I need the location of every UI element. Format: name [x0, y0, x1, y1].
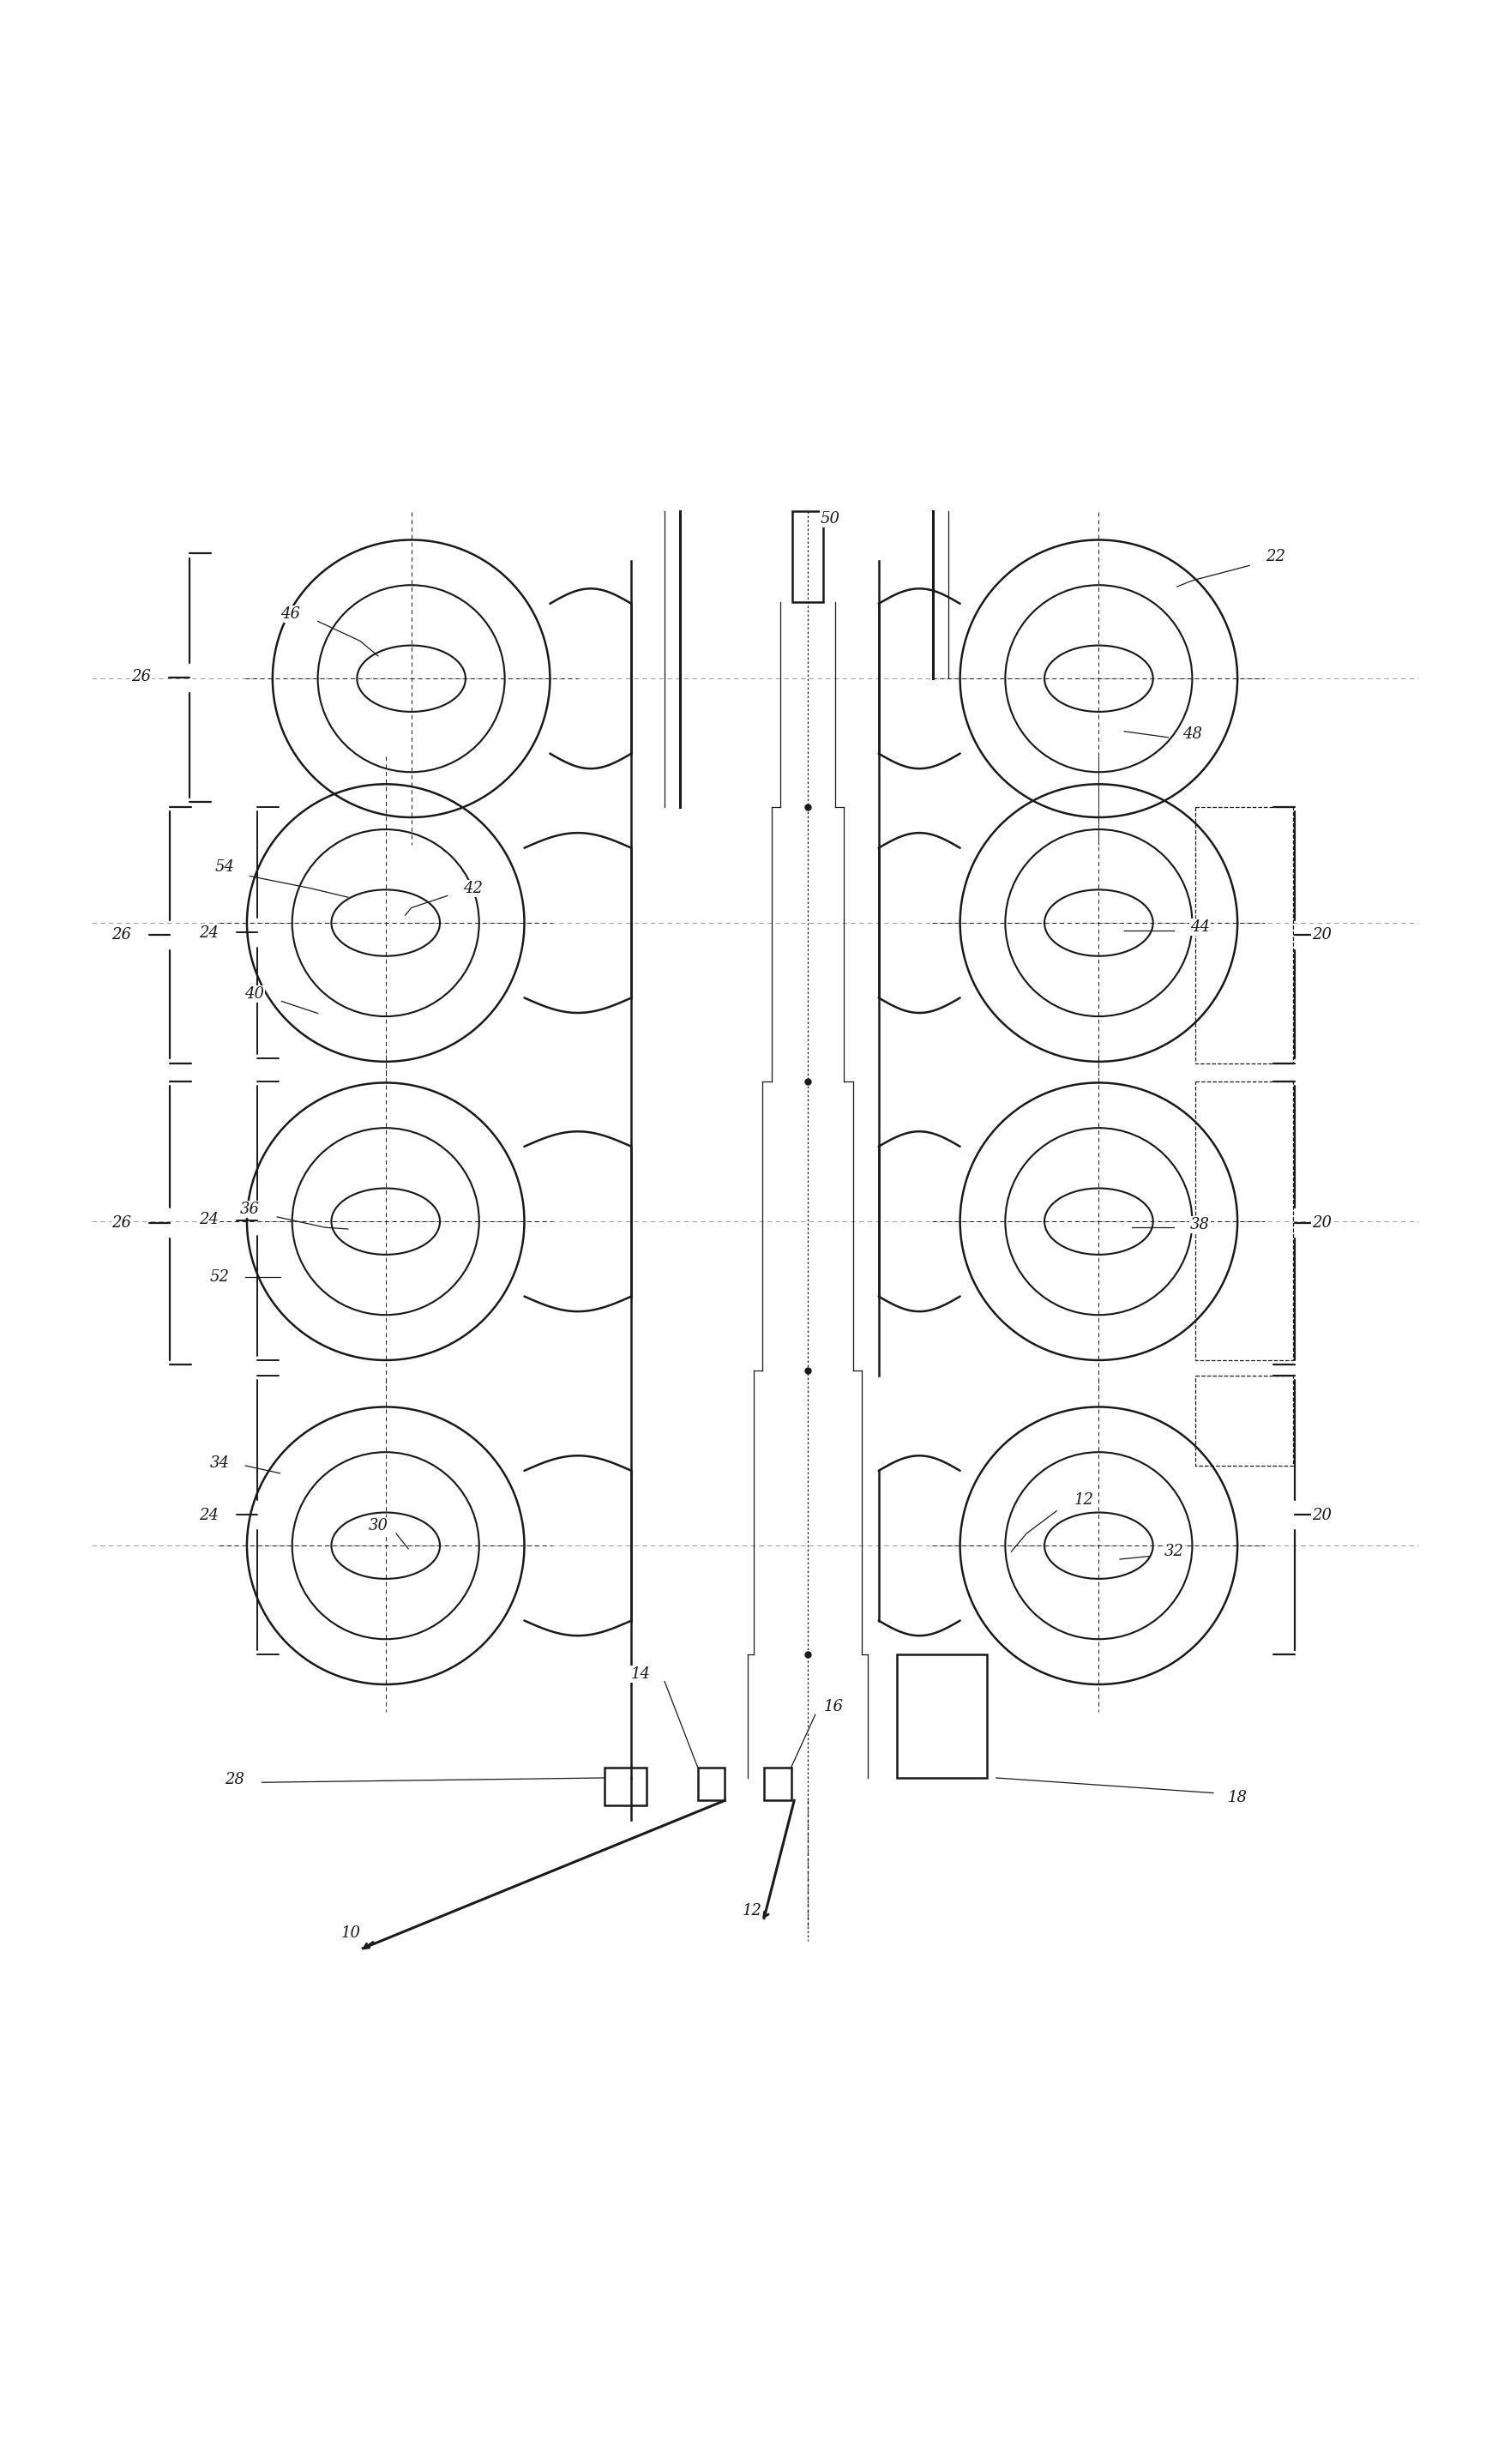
- Text: 36: 36: [240, 1202, 260, 1217]
- Text: 22: 22: [1265, 549, 1285, 564]
- Text: 52: 52: [210, 1269, 230, 1284]
- Text: 24: 24: [199, 1508, 219, 1523]
- Bar: [698, 1767, 725, 1801]
- Text: 18: 18: [1228, 1789, 1247, 1806]
- Bar: [764, 1767, 791, 1801]
- Bar: [1196, 806, 1293, 1062]
- Text: 14: 14: [631, 1666, 651, 1680]
- Text: 38: 38: [1190, 1217, 1210, 1232]
- Text: 28: 28: [225, 1772, 245, 1786]
- Text: 10: 10: [341, 1924, 361, 1942]
- Text: 46: 46: [281, 606, 300, 621]
- Text: 30: 30: [368, 1518, 388, 1533]
- Text: 24: 24: [199, 926, 219, 941]
- Bar: [1196, 1082, 1293, 1360]
- Text: 26: 26: [112, 1215, 131, 1230]
- Text: 12: 12: [741, 1902, 763, 1919]
- Text: 34: 34: [210, 1456, 230, 1471]
- Text: 48: 48: [1182, 727, 1202, 742]
- Text: 32: 32: [1164, 1545, 1184, 1560]
- Text: 12: 12: [1074, 1493, 1093, 1508]
- Text: 40: 40: [245, 986, 264, 1000]
- Text: 16: 16: [823, 1700, 843, 1715]
- Text: 24: 24: [199, 1212, 219, 1227]
- Bar: [604, 1767, 646, 1806]
- Text: 42: 42: [464, 880, 483, 897]
- Bar: [1196, 1375, 1293, 1466]
- Text: 20: 20: [1312, 1215, 1332, 1230]
- Text: 26: 26: [131, 670, 151, 685]
- Text: 50: 50: [820, 510, 840, 527]
- Text: 20: 20: [1312, 926, 1332, 944]
- Bar: [793, 510, 823, 601]
- Text: 54: 54: [214, 860, 234, 875]
- Text: 44: 44: [1190, 919, 1210, 936]
- Text: 26: 26: [112, 926, 131, 944]
- Bar: [897, 1653, 988, 1779]
- Text: 20: 20: [1312, 1508, 1332, 1523]
